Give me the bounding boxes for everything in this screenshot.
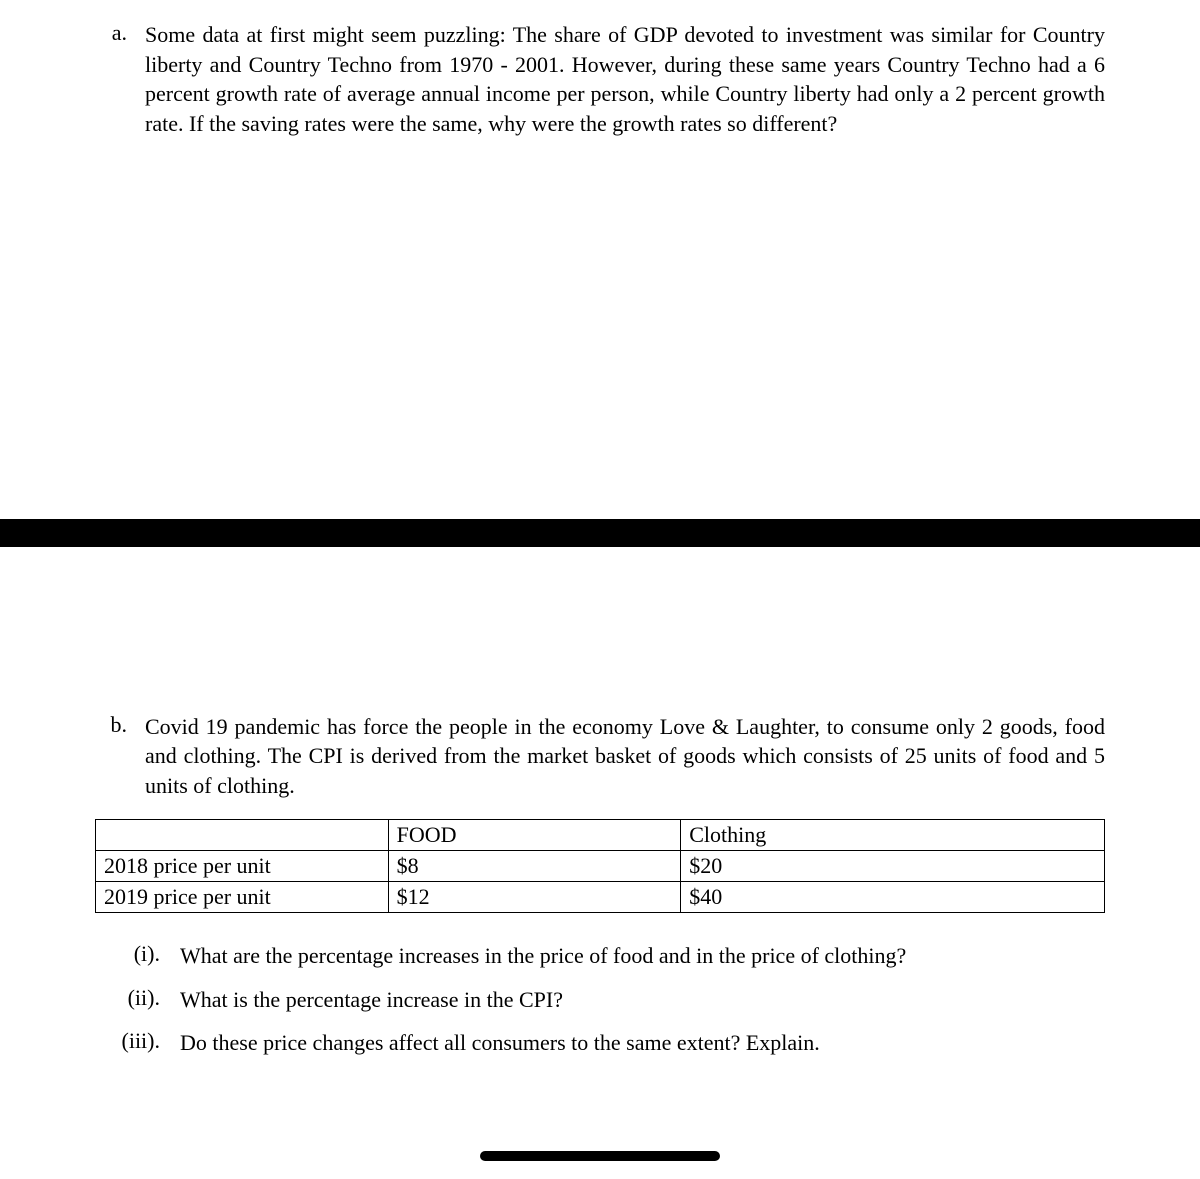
question-a-text: Some data at first might seem puzzling: … (145, 20, 1105, 139)
question-b-text: Covid 19 pandemic has force the people i… (145, 712, 1105, 801)
table-row-label: 2019 price per unit (96, 881, 389, 912)
table-row: 2018 price per unit $8 $20 (96, 850, 1105, 881)
question-a: a. Some data at first might seem puzzlin… (95, 20, 1105, 139)
question-a-marker: a. (95, 20, 145, 46)
subquestions: (i). What are the percentage increases i… (95, 941, 1105, 1058)
table-header-clothing: Clothing (681, 819, 1105, 850)
table-row-food: $8 (388, 850, 681, 881)
table-row-food: $12 (388, 881, 681, 912)
table-header-row: FOOD Clothing (96, 819, 1105, 850)
table-header-food: FOOD (388, 819, 681, 850)
table-row-label: 2018 price per unit (96, 850, 389, 881)
page-divider (0, 519, 1200, 547)
table-row: 2019 price per unit $12 $40 (96, 881, 1105, 912)
question-b-marker: b. (95, 712, 145, 738)
question-b: b. Covid 19 pandemic has force the peopl… (95, 712, 1105, 801)
price-table: FOOD Clothing 2018 price per unit $8 $20… (95, 819, 1105, 913)
subquestion-marker: (iii). (115, 1028, 180, 1054)
table-row-clothing: $40 (681, 881, 1105, 912)
subquestion-marker: (i). (115, 941, 180, 967)
subquestion-marker: (ii). (115, 985, 180, 1011)
subquestion: (ii). What is the percentage increase in… (115, 985, 1105, 1015)
subquestion: (iii). Do these price changes affect all… (115, 1028, 1105, 1058)
subquestion-text: What is the percentage increase in the C… (180, 985, 1105, 1015)
subquestion: (i). What are the percentage increases i… (115, 941, 1105, 971)
bottom-handle (480, 1151, 720, 1161)
subquestion-text: Do these price changes affect all consum… (180, 1028, 1105, 1058)
table-row-clothing: $20 (681, 850, 1105, 881)
table-header-empty (96, 819, 389, 850)
subquestion-text: What are the percentage increases in the… (180, 941, 1105, 971)
